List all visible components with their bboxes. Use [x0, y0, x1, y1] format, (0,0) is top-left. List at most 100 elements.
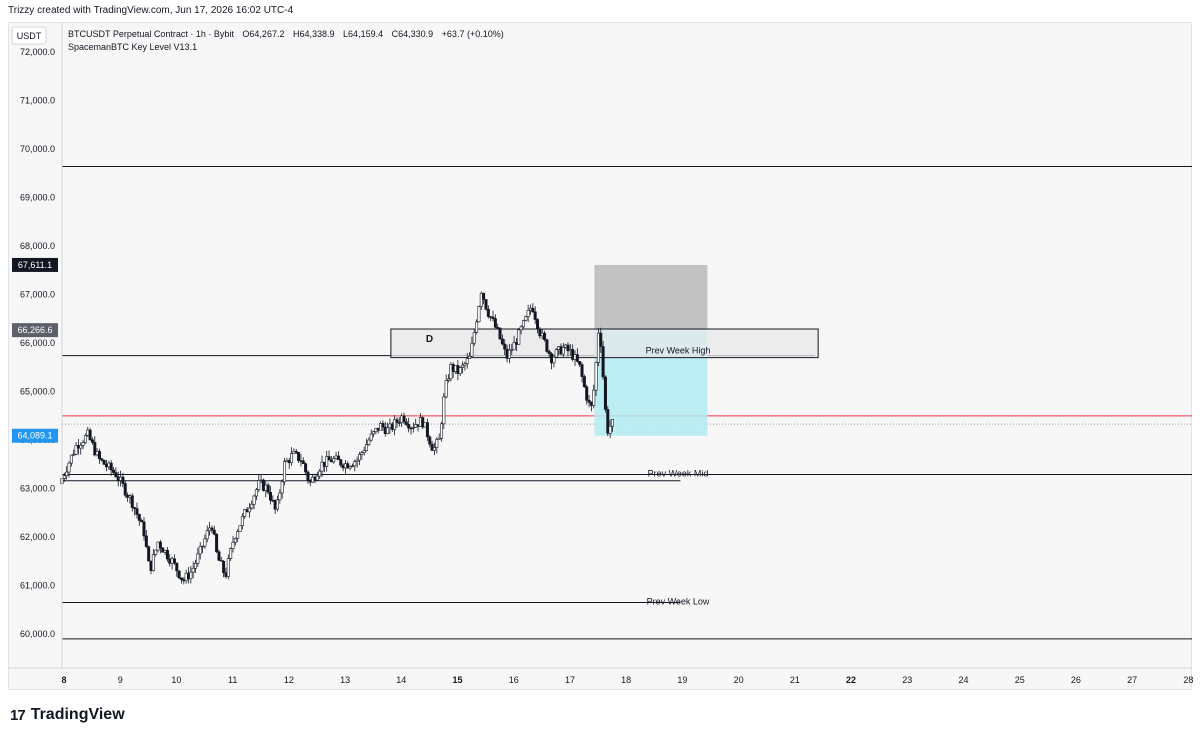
legend-high: H64,338.9	[293, 29, 335, 39]
candle	[566, 342, 570, 357]
candle-body	[182, 579, 186, 582]
candle-body	[93, 442, 97, 456]
candle-body	[287, 460, 291, 464]
candle-body	[543, 332, 547, 340]
candle	[456, 359, 460, 381]
candle-body	[154, 549, 158, 555]
candle	[421, 416, 425, 430]
candle-body	[578, 361, 582, 365]
candle-body	[512, 342, 516, 351]
candle	[172, 554, 176, 565]
candle-body	[233, 538, 237, 543]
candle-body	[388, 423, 392, 428]
candle	[294, 448, 298, 455]
candle	[306, 470, 310, 484]
candle-body	[329, 459, 333, 463]
candle-body	[325, 456, 329, 467]
candle-body	[336, 455, 340, 460]
candle-body	[280, 481, 284, 494]
candle	[137, 513, 141, 526]
candle	[348, 465, 352, 471]
x-tick-label: 20	[734, 675, 744, 685]
legend-change: +63.7 (+0.10%)	[442, 29, 504, 39]
candle-body	[603, 376, 607, 410]
candle-body	[259, 479, 263, 482]
candle-body	[383, 426, 387, 434]
candle-body	[454, 365, 458, 372]
candle-body	[81, 442, 85, 446]
currency-label: USDT	[17, 31, 42, 41]
candle-body	[250, 503, 254, 509]
candle	[121, 472, 125, 488]
candle	[444, 374, 448, 399]
candle	[493, 314, 497, 329]
candle	[411, 422, 415, 433]
candle	[599, 327, 603, 353]
candle	[554, 348, 558, 359]
candle-body	[212, 529, 216, 535]
candle-body	[297, 452, 301, 461]
candle	[461, 361, 465, 374]
currency-selector[interactable]	[11, 26, 47, 45]
y-tick-label: 62,000.0	[20, 532, 55, 542]
candle-body	[128, 495, 132, 498]
candle-body	[69, 454, 73, 464]
candle	[69, 454, 73, 467]
candle-body	[566, 344, 570, 352]
candle-body	[231, 541, 235, 549]
tradingview-logo[interactable]: 17 TradingView	[10, 706, 125, 724]
candle	[93, 436, 97, 457]
candle-body	[179, 577, 183, 580]
candle-body	[557, 346, 561, 350]
candle	[140, 518, 144, 523]
candle-body	[137, 514, 141, 521]
candle	[477, 305, 481, 323]
candle	[610, 419, 614, 432]
candle-body	[357, 454, 361, 461]
candle	[210, 525, 214, 534]
candle-body	[168, 558, 172, 564]
candle-body	[418, 417, 422, 427]
x-tick-label: 28	[1183, 675, 1193, 685]
daily-zone-label: D	[426, 334, 433, 345]
candle	[376, 427, 380, 434]
candle	[379, 421, 383, 431]
candle	[395, 417, 399, 428]
candle-body	[271, 499, 275, 502]
y-tick-label: 60,000.0	[20, 629, 55, 639]
candle	[486, 305, 490, 319]
candle-body	[119, 476, 123, 481]
candle	[470, 336, 474, 358]
candle-body	[599, 332, 603, 347]
candle	[472, 329, 476, 346]
candle	[128, 493, 132, 504]
candle	[222, 560, 226, 578]
candle-body	[109, 462, 113, 471]
candle-body	[540, 332, 544, 337]
candle-body	[257, 480, 261, 490]
candle-body	[596, 332, 600, 363]
x-tick-label: 10	[171, 675, 181, 685]
candle	[231, 536, 235, 553]
candle-body	[425, 422, 429, 438]
candle	[191, 561, 195, 579]
candle-body	[90, 439, 94, 443]
candle	[346, 461, 350, 469]
candle-body	[533, 311, 537, 320]
candle	[201, 545, 205, 553]
legend-indicator: SpacemanBTC Key Level V13.1	[68, 42, 197, 52]
candle-body	[170, 558, 174, 564]
candle	[475, 319, 479, 335]
candle	[219, 556, 223, 562]
candle	[311, 473, 315, 483]
candle-body	[123, 483, 127, 496]
candle-body	[311, 476, 315, 483]
candle-body	[315, 475, 319, 481]
candle-body	[290, 453, 294, 464]
candle-body	[254, 489, 258, 497]
candle	[142, 517, 146, 541]
candle-body	[130, 495, 134, 508]
candle-body	[559, 346, 563, 355]
candle-body	[172, 558, 176, 564]
